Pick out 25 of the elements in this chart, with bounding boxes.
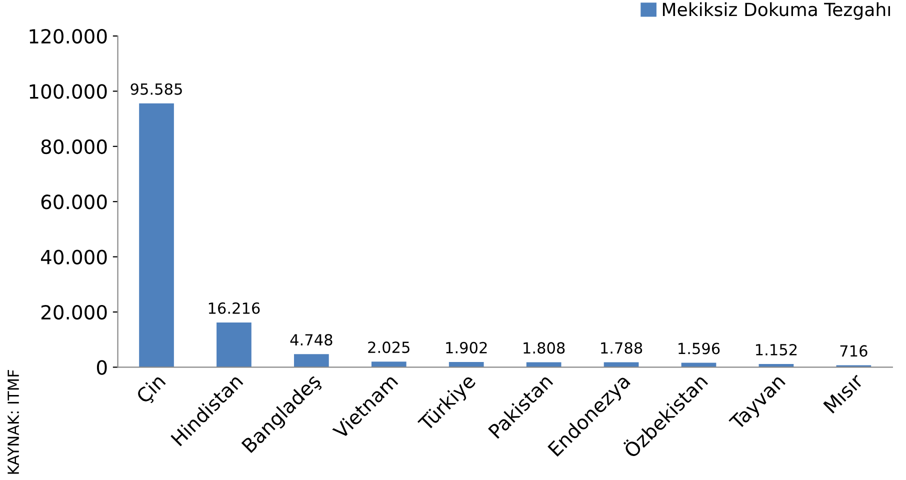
legend-label: Mekiksiz Dokuma Tezgahı	[662, 2, 890, 20]
bar	[371, 362, 406, 368]
data-label: 1.808	[524, 342, 565, 354]
y-tick-label: 40.000	[40, 250, 107, 264]
data-label: 95.585	[130, 83, 182, 95]
bar	[216, 322, 252, 368]
data-label: 1.152	[756, 344, 797, 356]
data-label: 716	[840, 345, 868, 357]
y-tick-label: 60.000	[41, 194, 107, 210]
bar	[526, 362, 562, 368]
text: KAYNAK: ITMF	[8, 370, 19, 474]
data-label: 1.596	[678, 342, 720, 354]
y-tick-label: 80.000	[41, 139, 107, 154]
data-label: 16.216	[208, 302, 260, 314]
data-label: 2.025	[368, 342, 410, 354]
y-tick-label: 0	[96, 360, 107, 375]
y-tick-label: 120.000	[30, 28, 107, 44]
data-label: 4.748	[290, 334, 332, 346]
data-label: 1.902	[446, 342, 487, 354]
bar	[139, 103, 174, 368]
bar	[294, 354, 329, 368]
data-label: 1.788	[601, 342, 642, 354]
x-tick-label: Çin	[135, 373, 168, 407]
y-tick-label: 20.000	[41, 304, 107, 320]
y-tick-label: 100.000	[30, 84, 107, 99]
